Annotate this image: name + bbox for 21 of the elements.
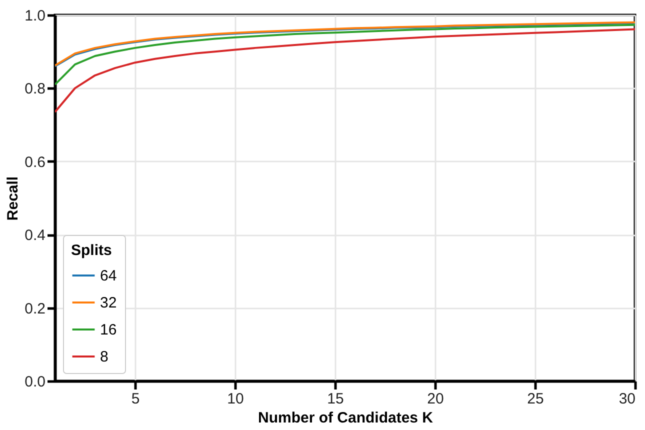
legend-label: 32 (100, 294, 117, 312)
legend-label: 64 (100, 268, 117, 284)
line-series (55, 24, 635, 86)
legend-title: Splits (71, 242, 112, 259)
x-tick-label: 15 (327, 390, 344, 408)
y-tick-label: 1.0 (24, 8, 46, 24)
y-tick-label: 0.8 (24, 80, 46, 98)
legend-label: 16 (100, 322, 117, 338)
x-tick-label: 5 (131, 390, 140, 408)
x-tick-label: 20 (427, 390, 444, 408)
y-tick-label: 0.4 (24, 227, 46, 244)
y-tick-label: 0.0 (24, 374, 46, 390)
y-axis-title: Recall (4, 176, 22, 221)
x-axis-title: Number of Candidates K (258, 410, 434, 426)
y-tick-label: 0.6 (24, 154, 46, 171)
legend-label: 8 (100, 348, 108, 366)
x-tick-label: 30 (618, 390, 636, 408)
y-tick-label: 0.2 (24, 300, 46, 318)
line-series (55, 28, 635, 113)
x-tick-label: 10 (227, 390, 244, 408)
x-tick-label: 25 (527, 390, 544, 408)
